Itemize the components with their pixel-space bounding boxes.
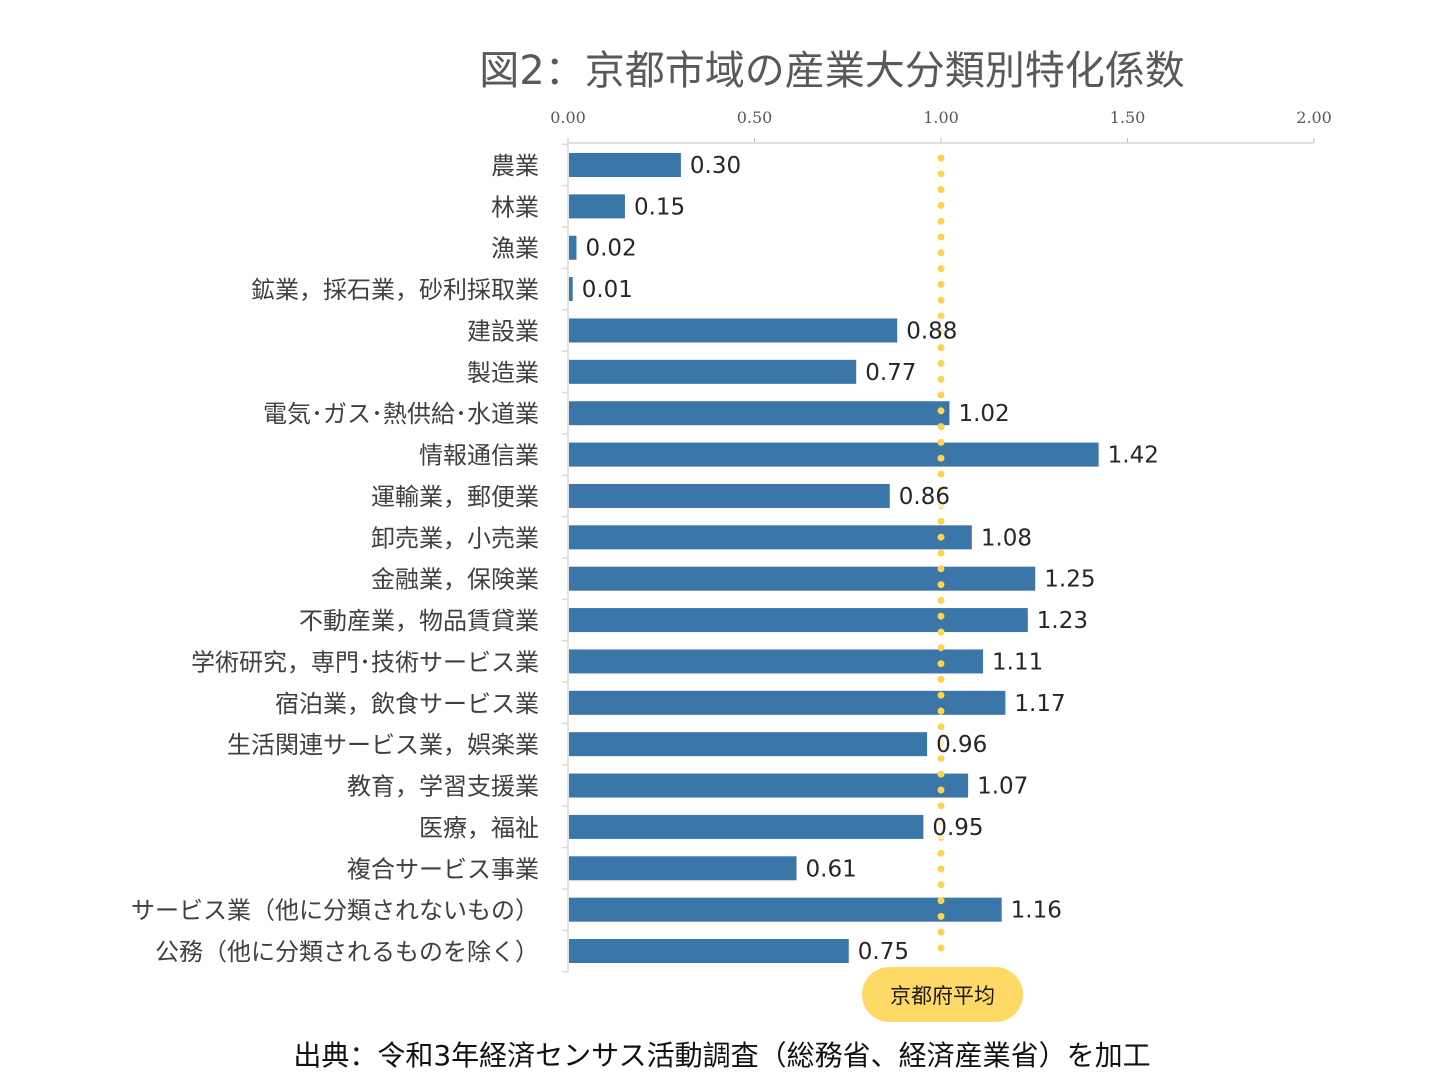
category-label: サービス業（他に分類されないもの） (131, 897, 539, 925)
category-label: 建設業 (467, 317, 539, 345)
chart-title: 図2：京都市域の産業大分類別特化係数 (479, 48, 1185, 94)
value-label: 1.07 (977, 774, 1028, 800)
value-label: 1.11 (992, 649, 1043, 675)
value-label: 1.42 (1108, 443, 1159, 469)
bar (569, 525, 972, 550)
value-label-background (803, 856, 864, 881)
bar (569, 318, 898, 343)
value-label-background (1008, 897, 1069, 922)
category-label: 林業 (491, 193, 539, 221)
value-label-background (1012, 690, 1073, 715)
bar (569, 483, 890, 508)
value-label: 1.23 (1037, 608, 1088, 634)
category-label: 宿泊業，飲食サービス業 (275, 690, 539, 718)
bar (569, 277, 573, 302)
value-label-background (978, 525, 1039, 550)
bar (569, 235, 577, 260)
value-label: 1.17 (1014, 691, 1065, 717)
value-label-background (896, 483, 957, 508)
value-label: 0.88 (906, 318, 957, 344)
value-label-background (904, 318, 965, 343)
value-label-background (975, 773, 1036, 798)
value-label-background (934, 732, 995, 757)
value-label-background (930, 814, 991, 839)
value-label-background (1105, 442, 1166, 467)
x-tick-label: 1.50 (1110, 108, 1146, 127)
x-tick-label: 1.00 (923, 108, 959, 127)
bar (569, 153, 681, 177)
bar (569, 566, 1036, 591)
value-label-background (1042, 566, 1103, 591)
bar (569, 649, 984, 674)
bar (569, 359, 857, 384)
bar (569, 690, 1006, 715)
category-label: 漁業 (491, 235, 539, 263)
category-label: 電気･ガス･熱供給･水道業 (263, 400, 539, 428)
value-label: 0.02 (585, 236, 636, 262)
value-label: 0.75 (858, 939, 909, 965)
x-tick-label: 2.00 (1296, 108, 1332, 127)
value-label-background (990, 649, 1051, 674)
value-label: 1.02 (958, 401, 1009, 427)
category-label: 鉱業，採石業，砂利採取業 (251, 276, 539, 304)
category-label: 金融業，保険業 (371, 566, 539, 594)
bar (569, 773, 969, 798)
category-label: 不動産業，物品賃貸業 (299, 607, 539, 635)
category-label: 農業 (491, 152, 539, 180)
value-label: 1.25 (1044, 567, 1095, 593)
value-label-background (863, 359, 924, 384)
category-label: 卸売業，小売業 (371, 524, 539, 552)
category-label: 学術研究，専門･技術サービス業 (191, 648, 539, 676)
value-label: 0.15 (634, 194, 685, 220)
value-label-background (687, 153, 748, 177)
y-axis (562, 143, 569, 973)
category-label: 医療，福祉 (419, 814, 539, 842)
value-label-background (855, 939, 916, 964)
x-tick-label: 0.00 (550, 108, 586, 127)
category-label: 運輸業，郵便業 (371, 483, 539, 511)
value-label-background (583, 235, 644, 260)
bar (569, 608, 1028, 633)
bars (569, 153, 1099, 964)
value-label: 0.01 (582, 277, 633, 303)
bar (569, 814, 924, 839)
category-label: 製造業 (467, 359, 539, 387)
category-label: 情報通信業 (419, 442, 539, 470)
category-label: 教育，学習支援業 (347, 773, 539, 801)
category-labels: 農業林業漁業鉱業，採石業，砂利採取業建設業製造業電気･ガス･熱供給･水道業情報通… (131, 152, 539, 966)
category-label: 複合サービス事業 (347, 855, 539, 883)
value-label: 0.96 (936, 732, 987, 758)
bar (569, 194, 625, 219)
value-labels: 0.300.15 0.02 0.01 0.88 0.77 1.02 1.42 0.86 1.08… (579, 153, 1166, 965)
category-label: 公務（他に分類されるものを除く） (155, 938, 539, 966)
value-label: 1.16 (1011, 898, 1062, 924)
value-label-background (1034, 608, 1095, 633)
source-caption: 出典：令和3年経済センサス活動調査（総務省、経済産業省）を加工 (293, 1039, 1151, 1072)
value-label: 0.30 (690, 153, 741, 179)
bar (569, 939, 849, 964)
value-label-background (579, 277, 640, 302)
bar (569, 732, 928, 757)
value-label-background (956, 401, 1017, 426)
bar (569, 442, 1099, 467)
value-label: 0.95 (932, 815, 983, 841)
value-label: 0.86 (899, 484, 950, 510)
x-tick-label: 0.50 (737, 108, 773, 127)
bar (569, 897, 1002, 922)
x-axis: 0.00 0.50 1.00 1.50 2.00 (550, 108, 1332, 144)
category-label: 生活関連サービス業，娯楽業 (227, 731, 539, 759)
bar (569, 401, 950, 426)
value-label: 1.08 (981, 525, 1032, 551)
bar (569, 856, 797, 881)
value-label: 0.61 (806, 856, 857, 882)
value-label-background (631, 194, 692, 219)
value-label: 0.77 (865, 360, 916, 386)
reference-line-label: 京都府平均 (862, 967, 1023, 1022)
